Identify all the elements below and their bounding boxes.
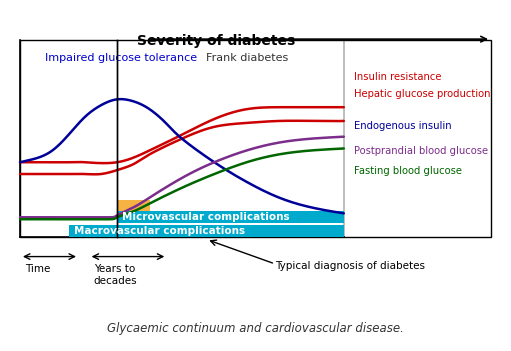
Text: Glycaemic continuum and cardiovascular disease.: Glycaemic continuum and cardiovascular d… — [107, 322, 404, 336]
Text: Time: Time — [25, 264, 50, 274]
Bar — [68, 225, 344, 237]
Text: Typical diagnosis of diabetes: Typical diagnosis of diabetes — [275, 261, 425, 271]
Text: Hepatic glucose production: Hepatic glucose production — [354, 90, 490, 99]
Text: Insulin resistance: Insulin resistance — [354, 72, 441, 82]
Text: Fasting blood glucose: Fasting blood glucose — [354, 166, 461, 176]
Bar — [117, 200, 150, 223]
Text: Years to
decades: Years to decades — [94, 264, 137, 286]
Text: Microvascular complications: Microvascular complications — [122, 212, 290, 222]
Text: Macrovascular complications: Macrovascular complications — [74, 226, 245, 236]
Bar — [117, 211, 344, 223]
Bar — [20, 40, 491, 237]
Text: Endogenous insulin: Endogenous insulin — [354, 121, 451, 131]
Text: Severity of diabetes: Severity of diabetes — [137, 34, 295, 48]
Text: Frank diabetes: Frank diabetes — [206, 53, 289, 62]
Text: Postprandial blood glucose: Postprandial blood glucose — [354, 146, 487, 156]
Text: Impaired glucose tolerance: Impaired glucose tolerance — [44, 53, 197, 62]
